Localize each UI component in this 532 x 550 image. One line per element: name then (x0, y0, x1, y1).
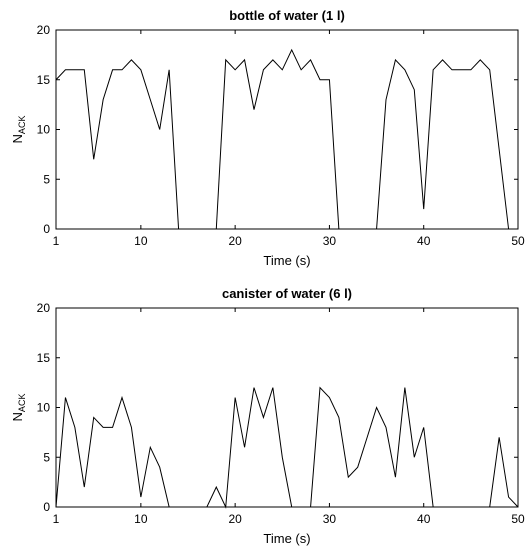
y-tick-label: 5 (43, 172, 50, 186)
x-axis-label: Time (s) (263, 253, 310, 268)
x-tick-label: 10 (134, 512, 148, 526)
y-tick-label: 20 (37, 23, 51, 37)
x-tick-label: 20 (228, 234, 242, 248)
y-axis-label-main: N (10, 134, 25, 143)
y-tick-label: 15 (37, 351, 51, 365)
x-tick-label: 10 (134, 234, 148, 248)
x-tick-label: 20 (228, 512, 242, 526)
y-tick-label: 10 (37, 123, 51, 137)
y-axis-label-main: N (10, 412, 25, 421)
series-line (55, 386, 519, 509)
x-axis-label: Time (s) (263, 531, 310, 546)
y-tick-label: 15 (37, 73, 51, 87)
x-tick-label: 1 (53, 512, 60, 526)
y-axis-label: NACK (10, 394, 27, 422)
x-tick-label: 40 (417, 234, 431, 248)
y-tick-label: 0 (43, 222, 50, 236)
chart-title: bottle of water (1 l) (229, 8, 345, 23)
y-tick-label: 10 (37, 401, 51, 415)
x-tick-label: 50 (511, 512, 525, 526)
x-tick-label: 50 (511, 234, 525, 248)
series-line (55, 48, 510, 230)
plot-bottle-of-water: bottle of water (1 l) Time (s) NACK 1 10 2… (10, 8, 525, 268)
y-tick-label: 5 (43, 450, 50, 464)
y-tick-label: 0 (43, 500, 50, 514)
x-tick-label: 1 (53, 234, 60, 248)
x-tick-label: 30 (323, 234, 337, 248)
y-axis-label: NACK (10, 116, 27, 144)
plot-canister-of-water: canister of water (6 l) Time (s) NACK 1 1… (10, 286, 525, 546)
chart-title: canister of water (6 l) (222, 286, 352, 301)
x-tick-label: 40 (417, 512, 431, 526)
y-axis-label-subscript: ACK (17, 394, 27, 413)
y-tick-label: 20 (37, 301, 51, 315)
x-tick-label: 30 (323, 512, 337, 526)
y-axis-label-subscript: ACK (17, 116, 27, 135)
